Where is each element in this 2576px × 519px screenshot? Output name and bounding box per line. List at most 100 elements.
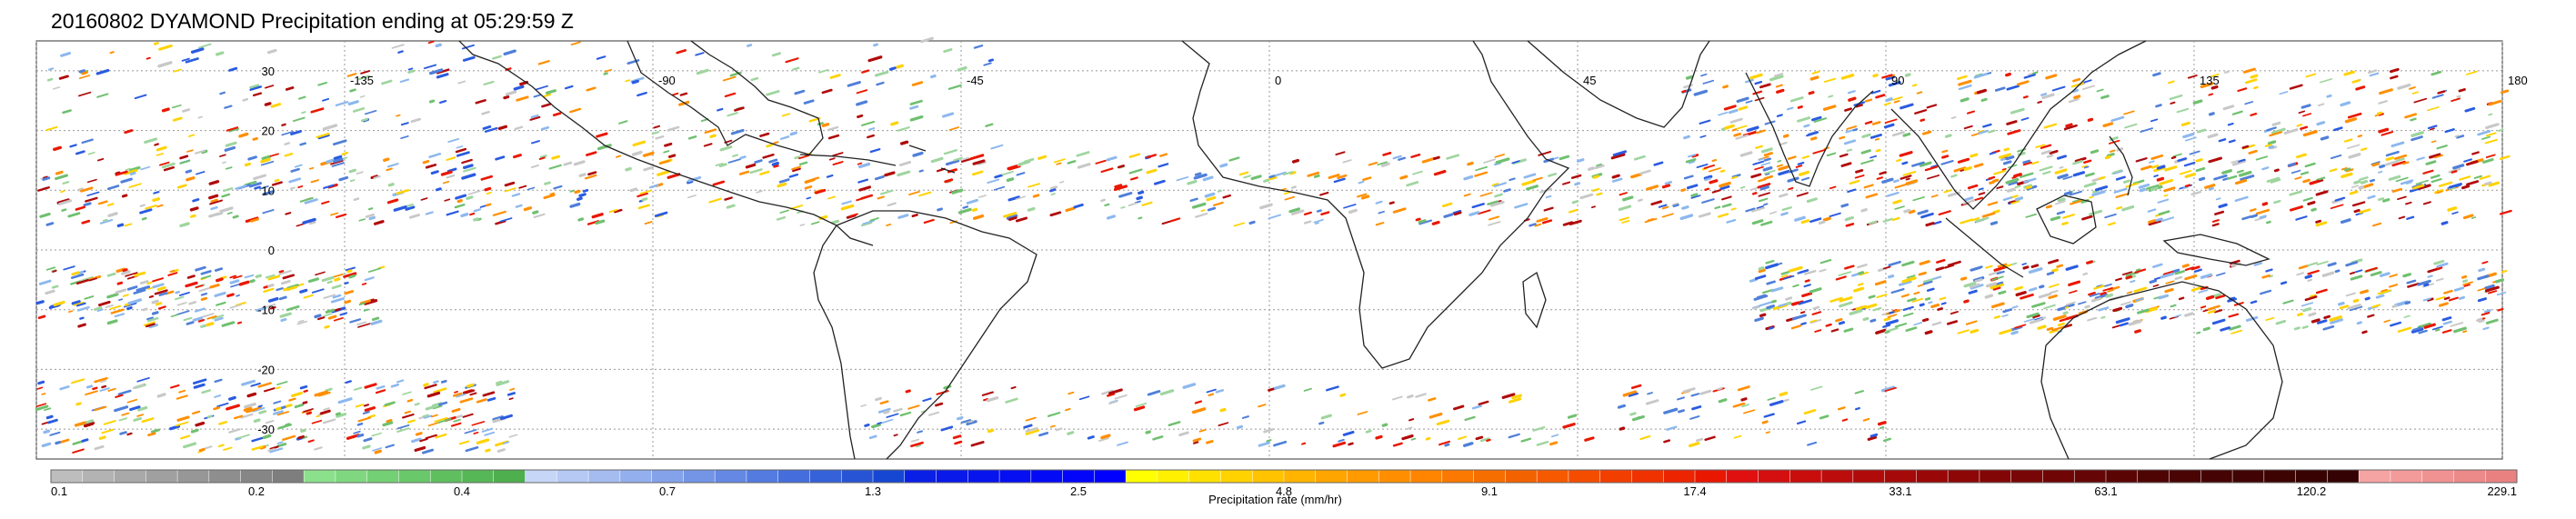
precip-streak	[194, 307, 205, 313]
precip-streak	[161, 162, 175, 169]
precip-streak	[176, 302, 187, 306]
precip-streak	[2096, 88, 2104, 93]
colorbar-segment	[82, 469, 115, 484]
precip-streak	[446, 156, 456, 161]
precip-streak	[1658, 204, 1668, 208]
precip-streak	[957, 65, 967, 72]
precip-streak	[201, 313, 215, 318]
precip-streak	[2189, 150, 2200, 155]
precip-streak	[663, 150, 670, 154]
precip-streak	[2422, 297, 2431, 302]
precip-streak	[1846, 148, 1853, 152]
precip-streak	[709, 134, 717, 139]
precip-streak	[1206, 195, 1217, 202]
precip-streak	[1704, 435, 1716, 442]
precip-streak	[200, 274, 212, 280]
precip-streak	[2450, 322, 2464, 327]
precip-streak	[1875, 148, 1881, 153]
precip-streak	[2431, 177, 2442, 184]
precip-streak	[2264, 144, 2272, 147]
precip-streak	[240, 413, 254, 419]
precip-streak	[94, 405, 107, 412]
precip-streak	[2350, 274, 2363, 281]
precip-streak	[368, 215, 376, 221]
precip-streak	[2100, 291, 2107, 296]
precip-streak	[201, 149, 208, 155]
precip-streak	[1947, 320, 1959, 325]
precip-streak	[2379, 88, 2393, 95]
colorbar-segment	[366, 469, 400, 484]
precip-streak	[2304, 162, 2316, 168]
precip-streak	[2463, 158, 2472, 163]
precip-streak	[2087, 117, 2094, 122]
colorbar-tick-label: 0.1	[51, 484, 67, 498]
precip-streak	[829, 74, 841, 79]
precip-streak	[373, 175, 381, 179]
precip-streak	[301, 111, 306, 115]
precip-streak	[860, 221, 873, 227]
precip-streak	[117, 389, 132, 395]
precip-streak	[2000, 157, 2007, 162]
precip-streak	[254, 185, 261, 190]
precip-streak	[897, 126, 910, 132]
colorbar-segment	[114, 469, 146, 484]
precip-streak	[1957, 157, 1970, 164]
colorbar-segment	[272, 469, 305, 484]
precip-streak	[1790, 301, 1799, 306]
precip-streak	[719, 145, 733, 152]
precip-streak	[1714, 205, 1721, 210]
precip-streak	[266, 303, 276, 308]
precip-streak	[1944, 134, 1952, 138]
precip-streak	[1900, 294, 1909, 298]
coastline-madagascar	[1522, 271, 1547, 329]
precip-streak	[2334, 196, 2346, 202]
precip-streak	[1746, 125, 1759, 133]
colorbar-segment	[208, 469, 242, 484]
precip-streak	[2466, 160, 2479, 166]
precip-streak	[2001, 314, 2009, 318]
precip-streak	[2367, 195, 2376, 200]
precip-streak	[2126, 291, 2133, 294]
precip-streak	[2112, 306, 2123, 313]
precip-streak	[773, 165, 779, 168]
precip-streak	[2104, 213, 2117, 219]
precip-streak	[1884, 326, 1899, 333]
precip-streak	[180, 434, 191, 440]
precip-streak	[1392, 207, 1407, 214]
precip-streak	[785, 57, 799, 64]
precip-streak	[175, 310, 190, 315]
precip-streak	[94, 444, 105, 451]
precip-streak	[1787, 176, 1799, 183]
precip-streak	[2451, 170, 2458, 174]
precip-streak	[1882, 265, 1891, 270]
precip-streak	[257, 382, 272, 388]
lon-tick-label: 45	[1583, 74, 1596, 87]
precip-streak	[1610, 153, 1626, 160]
precip-streak	[1886, 191, 1899, 197]
precip-streak	[1576, 158, 1585, 163]
precip-streak	[461, 158, 473, 165]
precip-streak	[1198, 428, 1207, 433]
precip-streak	[463, 389, 476, 394]
precip-streak	[2369, 72, 2380, 77]
precip-streak	[2115, 317, 2130, 324]
precip-streak	[1812, 148, 1827, 155]
precip-streak	[2083, 159, 2092, 165]
precip-streak	[2221, 169, 2232, 175]
precip-streak	[1958, 79, 1972, 86]
precip-streak	[486, 396, 496, 402]
precip-streak	[430, 414, 438, 418]
colorbar-segment	[1789, 469, 1822, 484]
precip-streak	[1495, 157, 1510, 165]
precip-streak	[1511, 160, 1520, 165]
precip-streak	[1529, 223, 1537, 227]
precip-streak	[909, 115, 924, 122]
precip-streak	[278, 295, 287, 301]
precip-streak	[1478, 400, 1489, 406]
precip-streak	[1479, 192, 1493, 197]
precip-streak	[2330, 154, 2342, 160]
precip-streak	[2048, 284, 2060, 288]
precip-streak	[386, 167, 393, 172]
precip-streak	[2447, 206, 2458, 212]
precip-streak	[211, 314, 225, 320]
